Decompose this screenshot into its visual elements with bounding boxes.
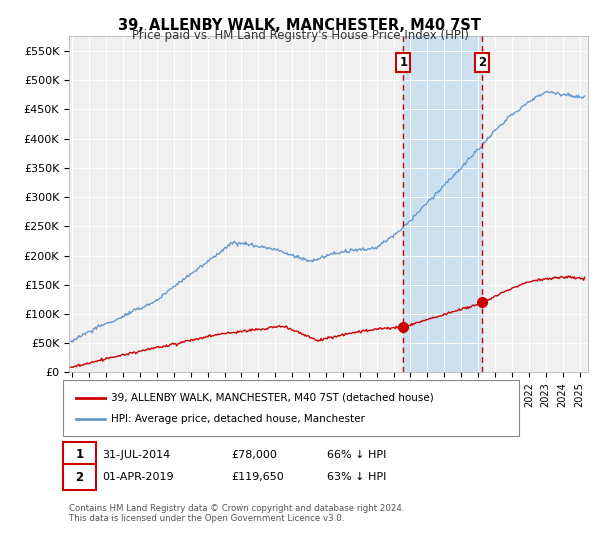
Text: Contains HM Land Registry data © Crown copyright and database right 2024.
This d: Contains HM Land Registry data © Crown c… bbox=[69, 504, 404, 524]
Text: 2: 2 bbox=[478, 56, 487, 69]
Text: 2: 2 bbox=[76, 470, 83, 484]
Text: 01-APR-2019: 01-APR-2019 bbox=[102, 472, 173, 482]
Text: 31-JUL-2014: 31-JUL-2014 bbox=[102, 450, 170, 460]
Text: 1: 1 bbox=[76, 448, 83, 461]
Text: £119,650: £119,650 bbox=[231, 472, 284, 482]
Text: Price paid vs. HM Land Registry's House Price Index (HPI): Price paid vs. HM Land Registry's House … bbox=[131, 29, 469, 42]
Text: 39, ALLENBY WALK, MANCHESTER, M40 7ST (detached house): 39, ALLENBY WALK, MANCHESTER, M40 7ST (d… bbox=[111, 393, 434, 403]
Text: 39, ALLENBY WALK, MANCHESTER, M40 7ST: 39, ALLENBY WALK, MANCHESTER, M40 7ST bbox=[119, 18, 482, 33]
Text: 63% ↓ HPI: 63% ↓ HPI bbox=[327, 472, 386, 482]
Text: £78,000: £78,000 bbox=[231, 450, 277, 460]
Bar bbox=[403, 36, 482, 372]
Text: 1: 1 bbox=[400, 56, 407, 69]
Text: 66% ↓ HPI: 66% ↓ HPI bbox=[327, 450, 386, 460]
Text: HPI: Average price, detached house, Manchester: HPI: Average price, detached house, Manc… bbox=[111, 414, 365, 424]
